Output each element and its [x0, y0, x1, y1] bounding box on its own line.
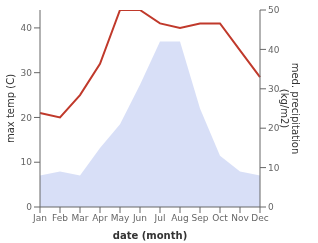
svg-text:0: 0: [26, 202, 32, 212]
svg-text:Apr: Apr: [92, 213, 108, 223]
svg-text:Jun: Jun: [132, 213, 147, 223]
svg-text:Sep: Sep: [192, 213, 209, 223]
svg-text:Feb: Feb: [52, 213, 68, 223]
svg-text:med. precipitation(kg/m2): med. precipitation(kg/m2): [279, 63, 301, 155]
svg-text:date (month): date (month): [113, 230, 187, 241]
svg-text:Jul: Jul: [154, 213, 166, 223]
svg-text:30: 30: [21, 68, 33, 78]
svg-text:Nov: Nov: [231, 213, 249, 223]
svg-text:Oct: Oct: [212, 213, 228, 223]
svg-text:30: 30: [268, 84, 280, 94]
svg-text:20: 20: [268, 123, 280, 133]
svg-text:Dec: Dec: [251, 213, 268, 223]
svg-text:50: 50: [268, 5, 280, 15]
svg-text:10: 10: [21, 157, 33, 167]
svg-text:max temp (C): max temp (C): [8, 74, 16, 143]
svg-text:May: May: [111, 213, 130, 223]
svg-text:Jan: Jan: [32, 213, 47, 223]
svg-text:Mar: Mar: [72, 213, 89, 223]
svg-text:Aug: Aug: [171, 213, 189, 223]
svg-text:0: 0: [268, 202, 274, 212]
svg-text:40: 40: [268, 45, 280, 55]
svg-text:40: 40: [21, 23, 33, 33]
svg-text:20: 20: [21, 113, 33, 123]
svg-text:10: 10: [268, 163, 280, 173]
